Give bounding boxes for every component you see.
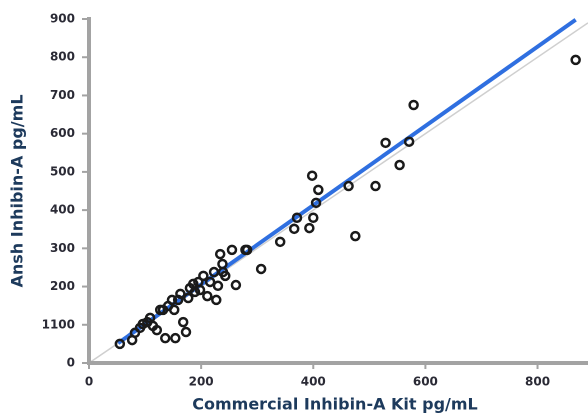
y-tick-label: 500 [50,164,75,178]
data-point [313,184,324,196]
data-point [304,222,315,234]
data-point [370,180,381,192]
data-point [160,332,171,344]
x-tick-label: 200 [189,375,214,389]
data-point [288,223,300,235]
data-point [380,137,391,149]
data-point [214,248,226,260]
data-point [211,294,222,306]
y-tick-label: 200 [50,279,75,293]
y-tick-label: 800 [50,50,75,64]
data-point [408,99,419,111]
y-tick-label: 300 [50,241,75,255]
data-point [189,286,201,298]
x-tick-label: 600 [413,375,438,389]
x-tick-label: 0 [85,375,93,389]
data-point [350,230,361,242]
data-point [175,288,186,300]
data-point [151,324,163,336]
data-point [170,332,181,344]
data-point [403,136,415,147]
data-point [306,170,318,181]
data-point [208,266,220,278]
data-point [291,212,303,224]
x-tick-label: 800 [525,375,550,389]
y-tick-label: 600 [50,126,75,140]
data-point [177,316,189,328]
y-tick-label: 700 [50,88,75,102]
data-point [255,263,267,275]
data-point [204,276,216,288]
data-point [198,270,209,282]
y-tick-label: 1100 [42,317,75,331]
data-point [230,279,242,291]
data-point [202,290,213,302]
y-tick-label: 900 [50,12,75,26]
data-point [194,284,206,296]
data-point [180,326,192,338]
data-point [182,292,194,304]
data-point [212,280,224,292]
y-tick-label: 0 [67,356,75,370]
data-point [226,244,238,256]
data-point [240,244,251,256]
data-point [166,294,178,306]
data-point [343,180,354,192]
x-tick-label: 400 [301,375,326,389]
data-point [168,304,180,316]
y-axis-title: Ansh Inhibin-A pg/mL [8,94,27,287]
data-point [310,197,322,209]
data-point [219,270,231,282]
y-tick-label: 400 [50,203,75,217]
x-axis-title: Commercial Inhibin-A Kit pg/mL [192,395,478,414]
data-point [217,258,228,270]
data-point [274,236,286,248]
data-point [570,54,581,66]
data-point [114,338,126,350]
data-point [308,212,319,224]
data-point [394,159,405,171]
